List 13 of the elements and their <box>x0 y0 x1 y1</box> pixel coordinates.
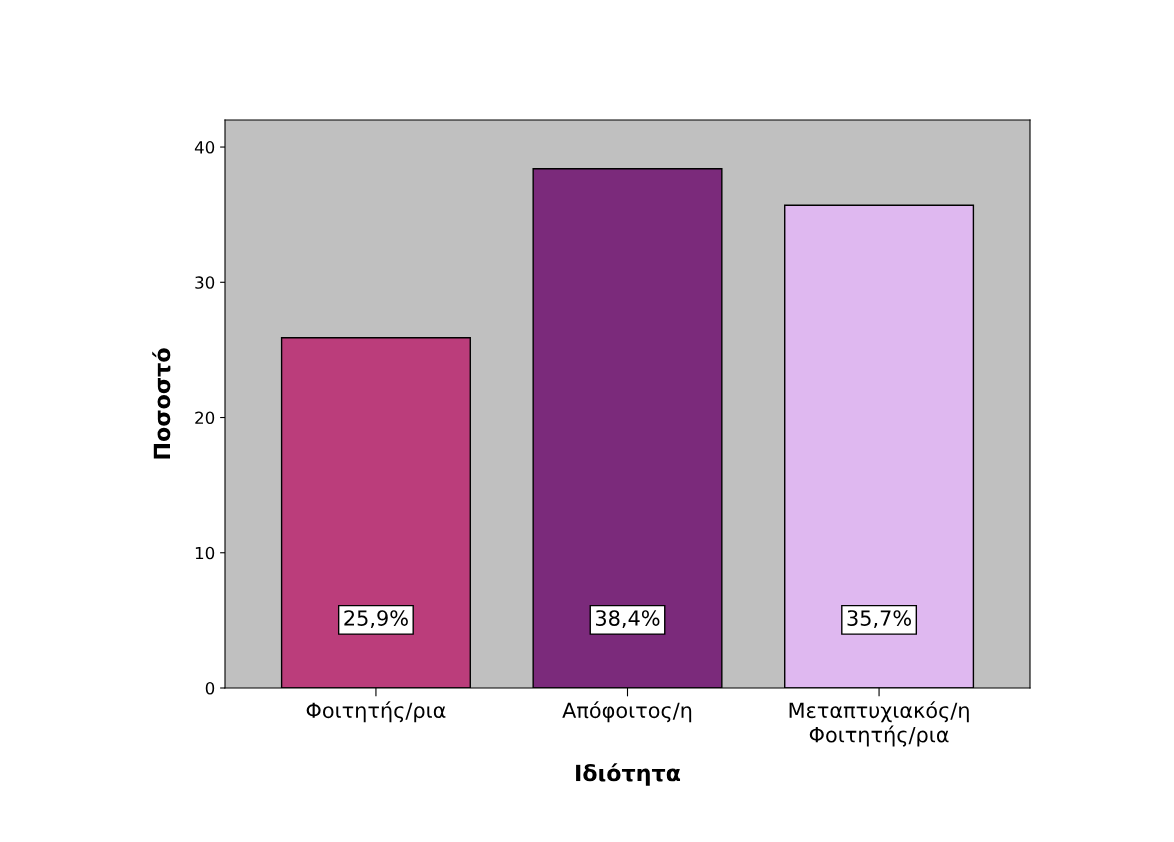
data-label: 25,9% <box>344 610 408 629</box>
x-tick-label: Φοιτητής/ρια <box>306 701 446 723</box>
x-axis-title: Ιδιότητα <box>576 763 681 786</box>
y-tick-label: 0 <box>205 681 215 695</box>
x-tick-label: Μεταπτυχιακός/η Φοιτητής/ρια <box>789 701 969 747</box>
y-axis-title: Ποσοστό <box>152 348 171 459</box>
y-tick-label: 10 <box>195 546 215 560</box>
y-tick-label: 30 <box>195 276 215 289</box>
y-tick-label: 40 <box>194 141 215 154</box>
data-label: 35,7% <box>847 610 911 629</box>
y-tick-label: 20 <box>195 411 215 425</box>
x-tick-label: Απόφοιτος/η <box>562 701 692 723</box>
data-label: 38,4% <box>596 610 660 629</box>
